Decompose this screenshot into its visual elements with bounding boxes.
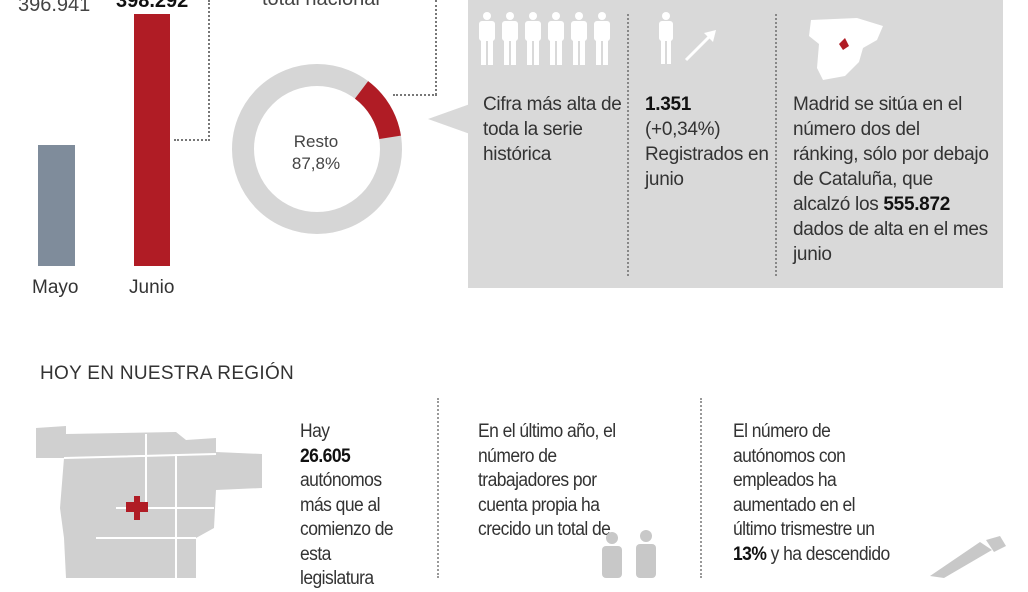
panel-col3-post: dados de alta en el mes junio — [793, 219, 988, 265]
bar-mayo — [38, 145, 75, 266]
donut-slice-madrid — [354, 81, 401, 140]
region-col1-post: autónomos más que al comienzo de esta le… — [300, 470, 394, 589]
panel-divider — [627, 14, 629, 276]
region-col3-post: y ha descendido — [770, 543, 891, 565]
region-divider — [700, 398, 702, 578]
callout-pointer — [428, 104, 470, 134]
connector-line — [393, 94, 437, 96]
donut-center-label: Resto 87,8% — [276, 131, 356, 175]
region-title: HOY EN NUESTRA REGIÓN — [40, 363, 295, 384]
region-divider — [437, 398, 439, 578]
region-col1-number: 26.605 — [300, 445, 351, 467]
region-col1: Hay 26.605 autónomos más que al comienzo… — [300, 420, 399, 592]
connector-line — [435, 0, 437, 95]
workers-icon — [602, 530, 656, 578]
panel-col1-text: Cifra más alta de toda la serie históric… — [483, 94, 622, 165]
region-col2-text: En el último año, el número de trabajado… — [478, 421, 616, 540]
bar-value-mayo: 396.941 — [18, 0, 91, 16]
region-col3: El número de autónomos con empleados ha … — [733, 420, 899, 567]
donut-slice-resto — [232, 64, 402, 234]
person-icon — [506, 12, 514, 20]
donut-chart — [232, 64, 402, 234]
panel-col2-pct: (+0,34%) — [645, 119, 721, 140]
bar-value-junio: 398.292 — [116, 0, 189, 12]
spain-map-icon — [809, 18, 883, 80]
donut-title: total nacional — [262, 0, 380, 11]
region-map-icon — [36, 426, 262, 578]
connector-line — [174, 139, 210, 141]
person-icon — [552, 12, 560, 20]
person-icon — [575, 12, 583, 20]
region-col3-pre: El número de autónomos con empleados ha … — [733, 421, 875, 540]
person-icon — [483, 12, 491, 20]
region-col1-pre: Hay — [300, 421, 330, 442]
person-icon — [598, 12, 606, 20]
six-people-icon — [479, 12, 610, 65]
panel-col2-number: 1.351 — [645, 94, 692, 115]
person-icon — [529, 12, 537, 20]
bar-label-junio: Junio — [129, 277, 175, 298]
panel-col2: 1.351 (+0,34%) Registrados en junio — [645, 92, 770, 192]
panel-col3: Madrid se sitúa en el número dos del rán… — [793, 92, 989, 267]
panel-divider — [775, 14, 777, 276]
connector-line — [208, 0, 210, 141]
tools-icon — [930, 536, 1006, 578]
bar-junio — [134, 14, 170, 266]
region-col3-number: 13% — [733, 543, 767, 565]
panel-col3-pre: Madrid se sitúa en el número dos del rán… — [793, 94, 989, 215]
donut-label-value: 87,8% — [291, 154, 341, 173]
bar-label-mayo: Mayo — [32, 277, 79, 298]
panel-col2-text: Registrados en junio — [645, 144, 769, 190]
panel-col3-number: 555.872 — [883, 194, 950, 215]
person-arrow-up-icon — [659, 12, 716, 64]
donut-label-name: Resto — [293, 132, 339, 151]
